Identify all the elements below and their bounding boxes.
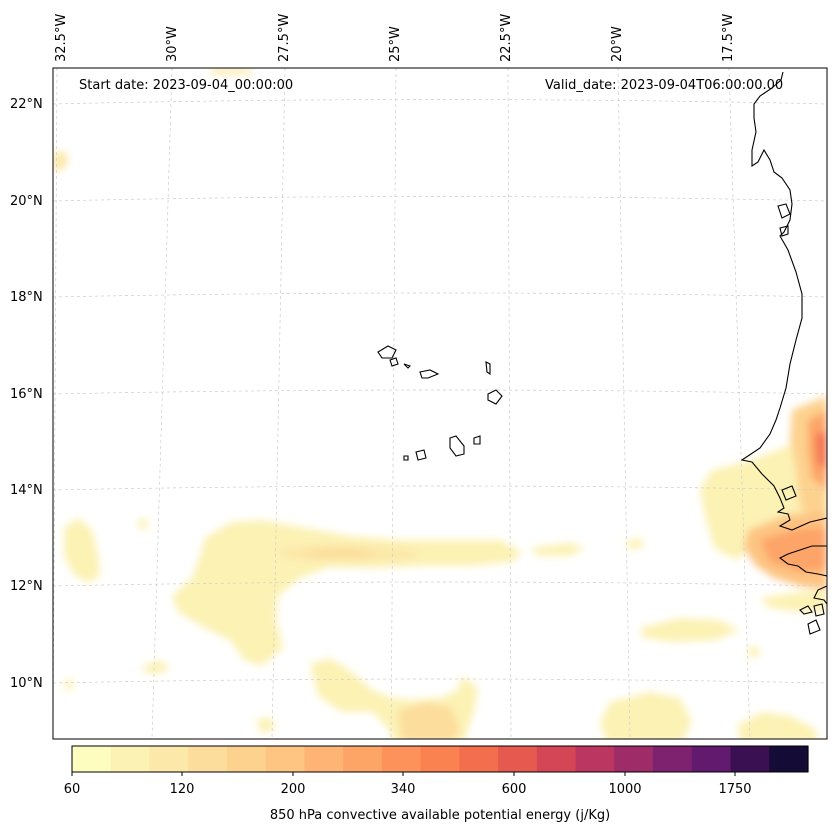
- lat-label-22n: 22°N: [10, 97, 43, 112]
- cape-core-central-inner: [300, 548, 378, 558]
- cape-blob-4: [625, 538, 645, 550]
- lon-label-32-5w: 32.5°W: [54, 13, 69, 62]
- colorbar-tick-340: 340: [390, 782, 416, 797]
- colorbar-swatch: [614, 746, 654, 772]
- colorbar-swatch: [730, 746, 770, 772]
- cape-region-central: [172, 520, 522, 666]
- island-maio: [473, 435, 481, 445]
- colorbar-swatch: [575, 746, 615, 772]
- cape-core-gambia: [760, 528, 827, 572]
- colorbar-tick-120: 120: [169, 782, 195, 797]
- colorbar-tick-200: 200: [280, 782, 306, 797]
- colorbar-swatch: [188, 746, 228, 772]
- lon-label-30w: 30°W: [165, 26, 180, 62]
- colorbar-swatch: [304, 746, 344, 772]
- start-date-text: Start date: 2023-09-04_00:00:00: [79, 78, 294, 93]
- valid-date-text: Valid_date: 2023-09-04T06:00:00.00: [545, 78, 784, 93]
- colorbar-swatch: [381, 746, 422, 772]
- colorbar-swatch: [265, 746, 306, 772]
- gridlines: [53, 68, 827, 739]
- coastlines: [377, 71, 827, 635]
- island-santa-luzia: [403, 363, 412, 369]
- cape-core-coast-inner: [816, 430, 827, 470]
- lat-label-14n: 14°N: [10, 483, 43, 498]
- lat-label-12n: 12°N: [10, 579, 43, 594]
- lat-label-10n: 10°N: [10, 676, 43, 691]
- cape-blob-2: [143, 660, 170, 674]
- cape-blob-6: [65, 678, 73, 690]
- island-santiago: [449, 435, 465, 457]
- cape-region-guinea: [760, 590, 827, 612]
- map-frame: [52, 67, 828, 740]
- colorbar-tick-1750: 1750: [718, 782, 752, 797]
- colorbar-swatch: [72, 746, 112, 772]
- colorbar-swatch: [536, 746, 577, 772]
- cape-blob-5: [748, 646, 760, 658]
- colorbar-swatch: [459, 746, 499, 772]
- lat-label-18n: 18°N: [10, 290, 43, 305]
- lon-label-22-5w: 22.5°W: [499, 13, 514, 62]
- coast-segment-4: [813, 603, 825, 617]
- island-sal: [485, 361, 491, 376]
- lat-label-20n: 20°N: [10, 194, 43, 209]
- lon-label-20w: 20°W: [610, 26, 625, 62]
- colorbar-swatch: [691, 746, 732, 772]
- island-sao-nicolau: [419, 369, 440, 379]
- colorbar-swatch: [769, 746, 809, 772]
- cape-region-west: [64, 518, 100, 583]
- colorbar-tick-1000: 1000: [608, 782, 642, 797]
- colorbar-tick-600: 600: [501, 782, 527, 797]
- island-brava: [403, 455, 409, 461]
- colorbar-swatch: [343, 746, 383, 772]
- africa-coastline: [740, 71, 827, 605]
- coast-segment-6: [777, 203, 791, 219]
- colorbar-label: 850 hPa convective available potential e…: [269, 808, 611, 823]
- island-sao-vicente: [389, 357, 399, 367]
- cape-blob-3: [256, 717, 276, 734]
- lon-label-25w: 25°W: [388, 26, 403, 62]
- cape-region-south-east2: [738, 712, 819, 739]
- colorbar-swatch: [149, 746, 189, 772]
- colorbar-tick-60: 60: [63, 782, 81, 797]
- lat-label-16n: 16°N: [10, 387, 43, 402]
- lon-label-27-5w: 27.5°W: [277, 13, 292, 62]
- cape-region-north-top: [210, 68, 252, 74]
- cape-region-mid-southeast: [640, 618, 740, 642]
- coast-segment-2: [781, 485, 797, 501]
- colorbar-swatch: [653, 746, 693, 772]
- colorbar-frame: [71, 745, 809, 773]
- coast-segment-7: [779, 225, 789, 237]
- cape-region-southeast: [600, 692, 692, 739]
- lon-label-17-5w: 17.5°W: [721, 13, 736, 62]
- cape-region-east-band: [530, 543, 585, 556]
- colorbar-swatch: [110, 746, 151, 772]
- coast-segment-5: [807, 619, 821, 635]
- colorbar-swatch: [226, 746, 267, 772]
- cape-blob-1: [138, 518, 148, 530]
- colorbar-swatch: [498, 746, 538, 772]
- island-fogo: [415, 449, 427, 461]
- coast-segment-3: [799, 605, 813, 615]
- colorbar-swatch: [420, 746, 460, 772]
- colorbar: [71, 745, 809, 776]
- island-boa-vista: [487, 389, 503, 405]
- cape-field: [53, 68, 827, 739]
- island-santo-antao: [377, 345, 397, 359]
- cape-core-south: [398, 702, 460, 739]
